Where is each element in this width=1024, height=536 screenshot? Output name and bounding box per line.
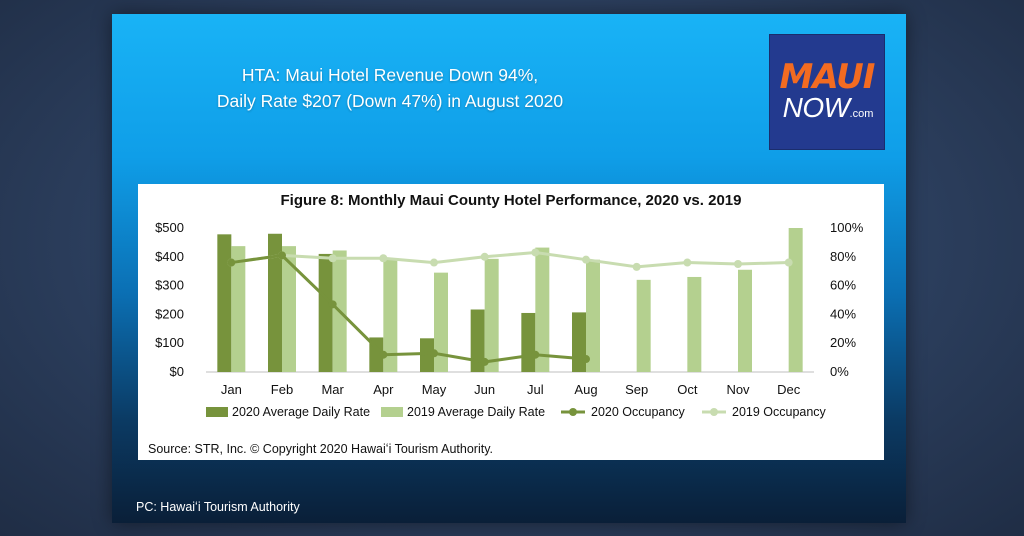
- bar-2020-adr: [420, 338, 434, 372]
- legend-swatch-marker: [710, 408, 718, 416]
- logo-now-text: NOW.com: [778, 92, 878, 124]
- occupancy-2019-point: [379, 254, 388, 263]
- headline-line-2: Daily Rate $207 (Down 47%) in August 202…: [216, 91, 564, 111]
- legend-swatch: [381, 407, 403, 417]
- y-tick-left: $100: [155, 335, 184, 350]
- y-tick-right: 0%: [830, 364, 849, 379]
- bar-2019-adr: [434, 272, 448, 372]
- x-tick-label: Jan: [221, 382, 242, 397]
- x-tick-label: Mar: [321, 382, 344, 397]
- occupancy-2020-point: [480, 357, 489, 366]
- logo-now-word: NOW: [782, 92, 850, 123]
- occupancy-2019-point: [328, 254, 337, 263]
- x-tick-label: Sep: [625, 382, 648, 397]
- bar-2019-adr: [231, 246, 246, 372]
- occupancy-2019-point: [632, 262, 641, 271]
- y-tick-right: 20%: [830, 335, 856, 350]
- x-tick-label: Jul: [527, 382, 544, 397]
- headline[interactable]: HTA: Maui Hotel Revenue Down 94%, Daily …: [160, 62, 620, 114]
- logo-maui-text: MAUI: [779, 57, 876, 97]
- y-tick-right: 60%: [830, 278, 856, 293]
- bar-2019-adr: [586, 259, 600, 372]
- logo-com-suffix: .com: [849, 108, 874, 120]
- maui-now-logo[interactable]: MAUI NOW.com: [769, 34, 885, 150]
- bar-2020-adr: [268, 233, 282, 372]
- bar-2020-adr: [521, 312, 536, 372]
- legend-swatch: [206, 407, 228, 417]
- bar-2019-adr: [788, 228, 803, 372]
- bar-2020-adr: [318, 253, 333, 372]
- occupancy-2019-point: [531, 248, 540, 257]
- y-tick-right: 80%: [830, 249, 856, 264]
- legend-swatch-marker: [569, 408, 577, 416]
- bar-2019-adr: [484, 258, 499, 372]
- occupancy-2019-point: [582, 255, 590, 264]
- occupancy-2019-point: [784, 258, 793, 267]
- x-tick-label: Apr: [373, 382, 394, 397]
- occupancy-2019-point: [683, 258, 692, 267]
- x-tick-label: Aug: [574, 382, 597, 397]
- source-note: Source: STR, Inc. © Copyright 2020 Hawai…: [148, 442, 494, 456]
- y-tick-left: $400: [155, 249, 184, 264]
- occupancy-2019-point: [734, 260, 742, 268]
- x-tick-label: Jun: [474, 382, 495, 397]
- occupancy-2020-point: [582, 355, 590, 364]
- y-tick-left: $500: [155, 220, 184, 235]
- y-tick-right: 100%: [830, 220, 864, 235]
- y-tick-left: $300: [155, 278, 184, 293]
- bar-2020-adr: [470, 309, 485, 372]
- legend-label: 2020 Occupancy: [591, 405, 686, 419]
- bar-2020-adr: [572, 312, 586, 372]
- bar-2019-adr: [687, 276, 702, 372]
- y-tick-left: $200: [155, 306, 184, 321]
- x-tick-label: Oct: [677, 382, 698, 397]
- bar-2020-adr: [217, 234, 232, 372]
- occupancy-2020-point: [328, 300, 337, 309]
- occupancy-2019-line: [231, 250, 789, 269]
- x-tick-label: May: [422, 382, 447, 397]
- x-tick-label: Dec: [777, 382, 801, 397]
- chart-title: Figure 8: Monthly Maui County Hotel Perf…: [280, 192, 742, 209]
- occupancy-2019-point: [480, 252, 489, 261]
- occupancy-2020-line: [231, 253, 587, 364]
- bar-2019-adr: [282, 246, 296, 372]
- occupancy-2020-point: [227, 258, 236, 267]
- occupancy-2020-point: [379, 350, 388, 359]
- headline-line-1: HTA: Maui Hotel Revenue Down 94%,: [241, 65, 539, 85]
- y-tick-right: 40%: [830, 306, 856, 321]
- occupancy-2019-point: [430, 258, 438, 267]
- bar-2019-adr: [535, 247, 550, 372]
- legend-label: 2019 Average Daily Rate: [407, 405, 545, 419]
- bar-2019-adr: [636, 279, 651, 372]
- bar-2019-adr: [383, 259, 398, 372]
- bar-2019-adr: [738, 269, 752, 372]
- x-tick-label: Nov: [726, 382, 750, 397]
- legend-label: 2019 Occupancy: [732, 405, 827, 419]
- x-tick-label: Feb: [271, 382, 293, 397]
- photo-credit: PC: Hawaiʻi Tourism Authority: [136, 500, 300, 514]
- legend-label: 2020 Average Daily Rate: [232, 405, 370, 419]
- occupancy-2020-point: [430, 349, 438, 358]
- occupancy-2020-point: [531, 350, 540, 359]
- occupancy-2020-point: [278, 251, 286, 260]
- chart-panel: Figure 8: Monthly Maui County Hotel Perf…: [138, 184, 884, 460]
- hotel-performance-chart: $0 $100 $200 $300 $400 $500 0% 20% 40% 60% 80% 100%…: [155, 220, 864, 419]
- y-tick-left: $0: [170, 364, 184, 379]
